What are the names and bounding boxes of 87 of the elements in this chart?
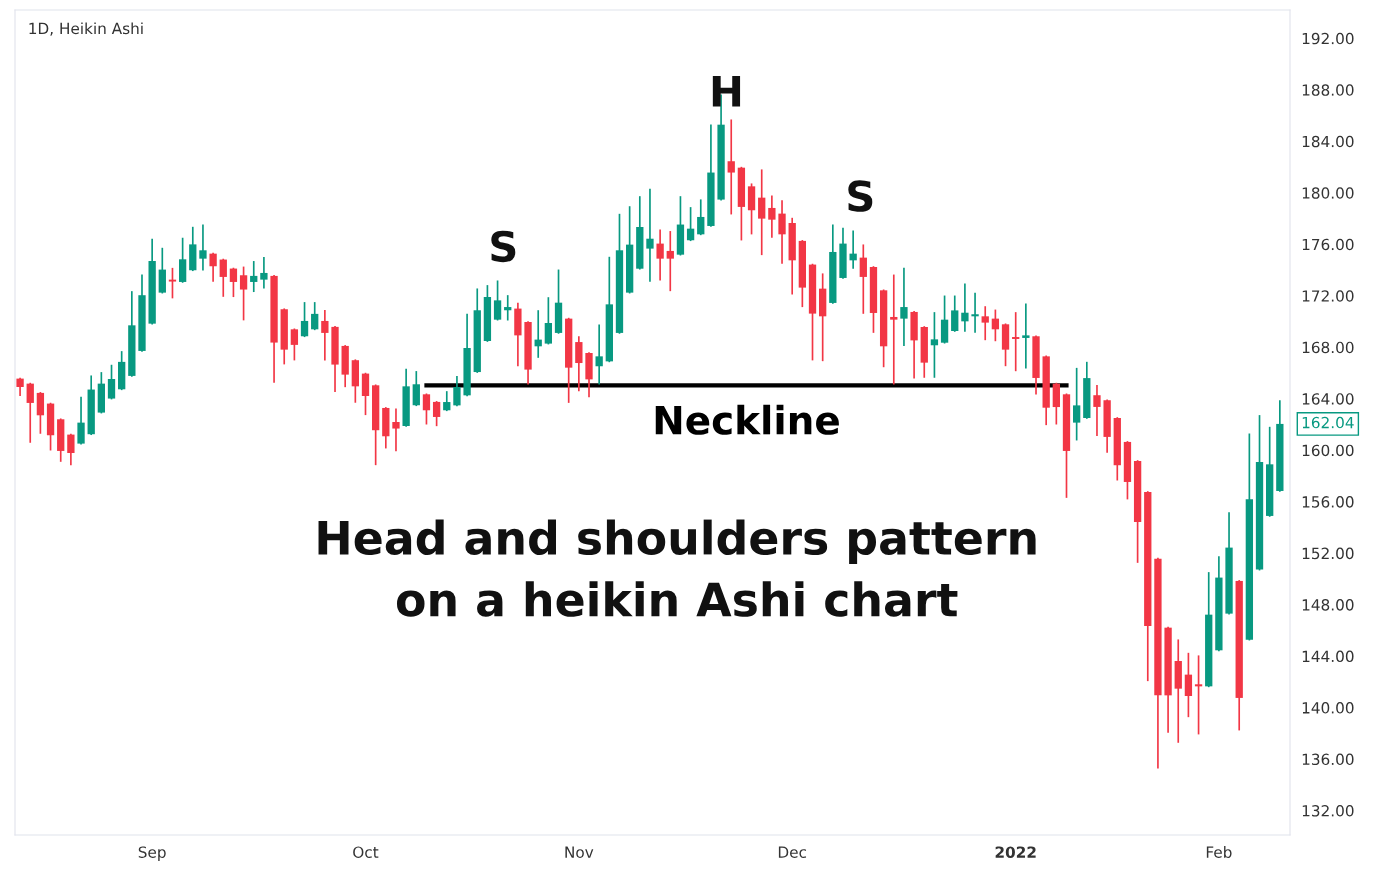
candlestick <box>422 393 431 425</box>
candlestick <box>178 237 187 283</box>
candlestick <box>697 199 705 236</box>
y-tick-label: 192.00 <box>1302 32 1354 45</box>
candlestick <box>229 267 238 298</box>
candlestick <box>209 252 217 282</box>
candlestick <box>1022 303 1030 369</box>
candlestick <box>890 274 898 385</box>
candlestick <box>758 169 766 256</box>
x-tick-label: Sep <box>138 846 166 861</box>
annotation: S <box>491 230 516 263</box>
y-tick-label: 188.00 <box>1302 84 1354 96</box>
x-tick-label: 2022 <box>995 846 1036 858</box>
candlestick <box>311 302 319 331</box>
text: 162.04 <box>1302 416 1354 429</box>
candlestick <box>859 244 867 314</box>
candlestick <box>991 309 1000 342</box>
candlestick <box>1012 312 1020 372</box>
candlestick <box>321 310 329 361</box>
y-tick-label: 136.00 <box>1302 753 1354 766</box>
annotation: H <box>712 76 741 107</box>
candlestick <box>250 261 258 293</box>
candlestick <box>412 371 420 407</box>
series-label: Neckline <box>655 404 839 435</box>
y-tick-label: 168.00 <box>1302 341 1354 354</box>
candlestick <box>544 297 553 345</box>
candlestick <box>971 292 979 333</box>
candlestick <box>168 267 177 299</box>
candlestick <box>67 433 75 466</box>
candlestick <box>595 324 603 385</box>
annotation: S <box>848 180 873 212</box>
candlestick <box>747 183 756 235</box>
y-tick-label: 152.00 <box>1302 547 1354 560</box>
candlestick <box>392 408 400 452</box>
candlestick <box>219 258 227 297</box>
annotation: Head and shoulders pattern on a heikin Ashi chart <box>318 519 1036 617</box>
candlestick <box>778 200 786 264</box>
x-tick-label: Feb <box>1206 846 1232 858</box>
candlestick <box>981 306 989 341</box>
candlestick <box>1194 655 1203 735</box>
candlestick <box>575 336 583 392</box>
x-tick-label: Nov <box>565 846 594 858</box>
y-tick-label: 132.00 <box>1302 805 1354 817</box>
candlestick <box>199 224 207 271</box>
candlestick <box>290 328 299 361</box>
y-tick-label: 164.00 <box>1302 393 1354 405</box>
candlestick <box>930 312 939 378</box>
candlestick <box>656 229 664 281</box>
candlestick <box>77 396 85 445</box>
candlestick <box>768 195 776 238</box>
y-tick-label: 176.00 <box>1302 238 1354 251</box>
candlestick <box>666 231 674 292</box>
text: 1D, Heikin Ashi <box>29 22 143 36</box>
candlestick <box>158 247 166 294</box>
candlestick <box>646 188 654 282</box>
candlestick <box>951 295 959 332</box>
y-tick-label: 184.00 <box>1302 135 1354 148</box>
candlestick <box>453 376 461 407</box>
candlestick <box>686 207 695 242</box>
candlestick <box>239 266 248 321</box>
candlestick <box>361 372 370 416</box>
candlestick <box>1073 367 1081 441</box>
candlestick <box>727 119 735 215</box>
y-tick-label: 148.00 <box>1302 599 1354 611</box>
candlestick <box>260 257 268 289</box>
candlestick <box>443 391 451 412</box>
y-tick-label: 144.00 <box>1302 650 1354 663</box>
candlestick <box>300 302 309 338</box>
candlestick <box>1093 384 1101 437</box>
candlestick <box>961 283 969 332</box>
candlestick <box>26 382 34 443</box>
candlestick <box>493 280 502 321</box>
candlestick <box>432 401 441 427</box>
y-tick-label: 180.00 <box>1302 187 1354 199</box>
candlestick <box>107 364 116 400</box>
candlestick <box>1052 382 1060 425</box>
candlestick <box>1184 652 1193 718</box>
y-tick-label: 156.00 <box>1302 496 1354 508</box>
x-tick-label: Oct <box>353 846 379 858</box>
candlestick <box>36 392 45 434</box>
x-tick-label: Dec <box>778 846 807 858</box>
y-tick-label: 160.00 <box>1302 444 1354 457</box>
y-tick-label: 172.00 <box>1302 290 1354 302</box>
candlestick <box>940 295 949 344</box>
candlestick <box>900 267 908 347</box>
candlestick <box>849 230 857 269</box>
y-tick-label: 140.00 <box>1302 702 1354 714</box>
